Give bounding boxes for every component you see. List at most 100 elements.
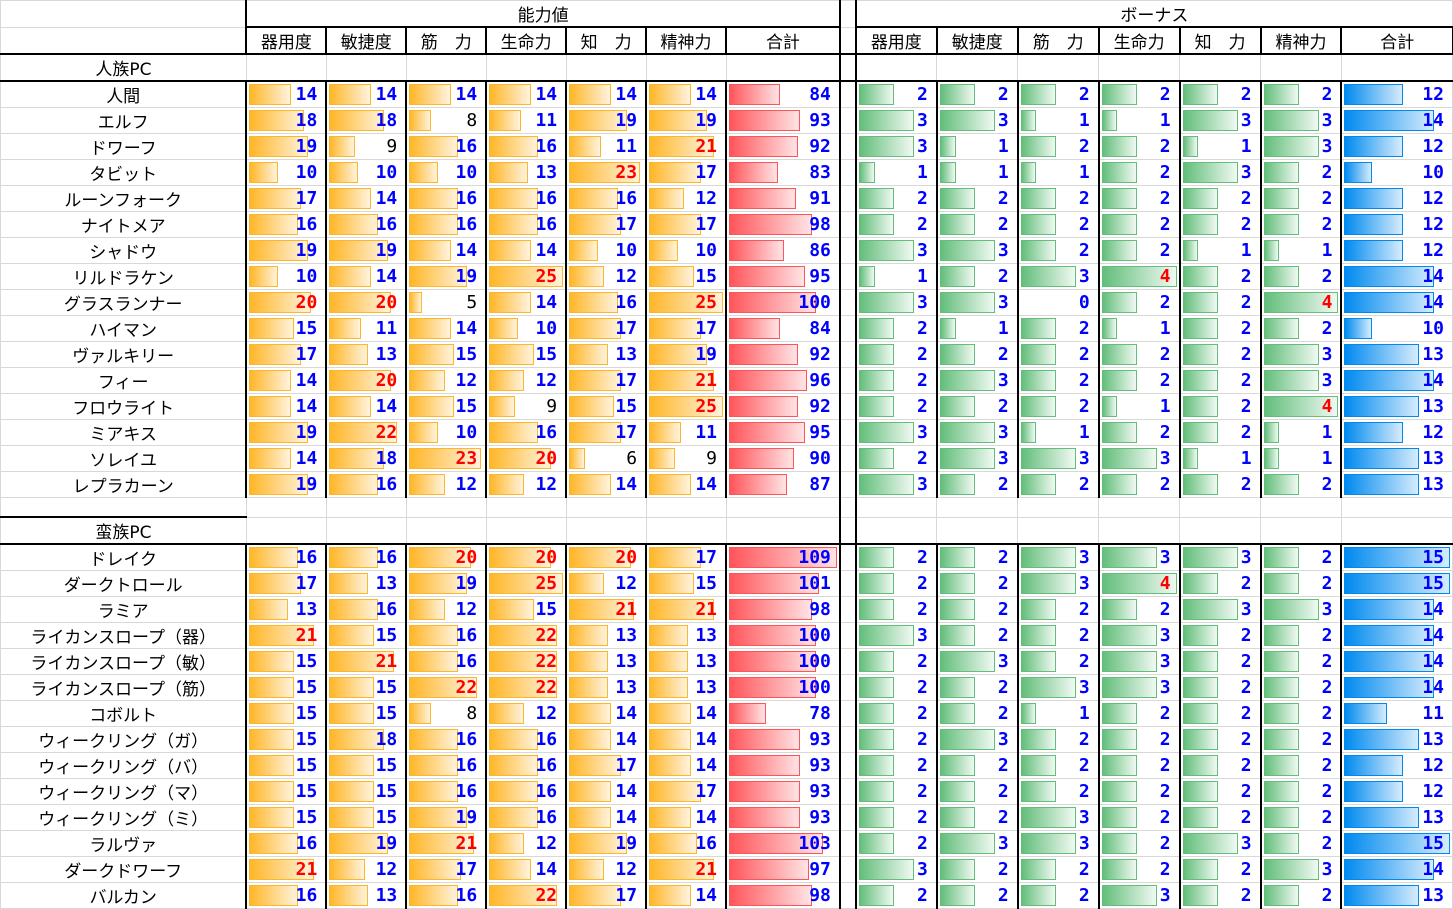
bo-cell[interactable]: 3 — [1097, 622, 1181, 649]
bo-cell[interactable]: 3 — [854, 237, 938, 264]
ab-cell[interactable]: 13 — [245, 596, 327, 623]
ab-cell[interactable]: 15 — [245, 804, 327, 831]
empty-cell[interactable] — [245, 516, 327, 545]
bo-cell[interactable]: 3 — [1259, 341, 1342, 368]
bo-cell[interactable]: 3 — [1097, 445, 1181, 472]
bo-cell[interactable]: 2 — [935, 471, 1019, 498]
ab-cell[interactable]: 13 — [565, 622, 647, 649]
ab-cell[interactable]: 19 — [565, 830, 647, 857]
race-name[interactable]: ダークドワーフ — [0, 856, 247, 883]
ab-cell[interactable]: 22 — [485, 622, 567, 649]
empty-cell[interactable] — [1017, 53, 1100, 82]
ab-cell[interactable]: 19 — [325, 237, 407, 264]
ab-cell[interactable]: 25 — [645, 289, 727, 316]
ab-cell[interactable]: 10 — [245, 159, 327, 186]
ab-cell[interactable]: 19 — [245, 471, 327, 498]
tot-cell[interactable]: 83 — [725, 159, 841, 186]
ab-cell[interactable]: 8 — [405, 107, 487, 134]
bt-cell[interactable]: 14 — [1340, 856, 1453, 883]
ab-cell[interactable]: 16 — [405, 648, 487, 675]
bo-cell[interactable]: 3 — [1016, 804, 1100, 831]
ab-cell[interactable]: 15 — [245, 778, 327, 805]
bo-cell[interactable]: 1 — [1097, 107, 1181, 134]
bo-cell[interactable]: 2 — [1016, 211, 1100, 238]
bt-cell[interactable]: 13 — [1340, 445, 1453, 472]
bt-cell[interactable]: 13 — [1340, 471, 1453, 498]
bo-cell[interactable]: 2 — [1259, 471, 1342, 498]
bo-cell[interactable]: 1 — [935, 159, 1019, 186]
tot-cell[interactable]: 100 — [725, 674, 841, 701]
ab-cell[interactable]: 14 — [565, 726, 647, 753]
race-name[interactable]: リルドラケン — [0, 263, 247, 290]
bo-cell[interactable]: 2 — [854, 315, 938, 342]
ab-cell[interactable]: 12 — [405, 596, 487, 623]
bo-cell[interactable]: 2 — [1016, 622, 1100, 649]
bt-cell[interactable]: 15 — [1340, 570, 1453, 597]
ab-cell[interactable]: 15 — [565, 393, 647, 420]
bo-cell[interactable]: 2 — [935, 778, 1019, 805]
bo-cell[interactable]: 3 — [935, 726, 1019, 753]
empty-cell[interactable] — [325, 516, 407, 545]
bt-cell[interactable]: 12 — [1340, 185, 1453, 212]
bo-cell[interactable]: 2 — [1178, 778, 1262, 805]
ab-cell[interactable]: 16 — [245, 211, 327, 238]
ab-cell[interactable]: 17 — [405, 856, 487, 883]
ab-cell[interactable]: 14 — [645, 804, 727, 831]
tot-cell[interactable]: 96 — [725, 367, 841, 394]
bo-cell[interactable]: 3 — [1016, 830, 1100, 857]
ab-cell[interactable]: 15 — [405, 393, 487, 420]
tot-cell[interactable]: 78 — [725, 700, 841, 727]
tot-cell[interactable]: 93 — [725, 752, 841, 779]
ab-cell[interactable]: 16 — [485, 133, 567, 160]
bo-cell[interactable]: 2 — [854, 778, 938, 805]
ability-vit-header[interactable]: 生命力 — [485, 26, 567, 55]
bo-cell[interactable]: 2 — [854, 445, 938, 472]
ab-cell[interactable]: 12 — [485, 830, 567, 857]
bt-cell[interactable]: 12 — [1340, 237, 1453, 264]
ab-cell[interactable]: 17 — [565, 211, 647, 238]
bo-cell[interactable]: 2 — [854, 80, 938, 108]
bo-cell[interactable]: 3 — [1016, 570, 1100, 597]
bo-cell[interactable]: 1 — [935, 133, 1019, 160]
ab-cell[interactable]: 20 — [325, 367, 407, 394]
tot-cell[interactable]: 86 — [725, 237, 841, 264]
bo-cell[interactable]: 2 — [1259, 622, 1342, 649]
empty-cell[interactable] — [725, 53, 841, 82]
empty-cell[interactable] — [485, 53, 567, 82]
ab-cell[interactable]: 9 — [325, 133, 407, 160]
bo-cell[interactable]: 1 — [1259, 419, 1342, 446]
bo-cell[interactable]: 2 — [935, 80, 1019, 108]
empty-cell[interactable] — [1098, 53, 1181, 82]
bo-cell[interactable]: 1 — [935, 315, 1019, 342]
bt-cell[interactable]: 14 — [1340, 648, 1453, 675]
ab-cell[interactable]: 14 — [565, 778, 647, 805]
ab-cell[interactable]: 13 — [325, 570, 407, 597]
ab-cell[interactable]: 10 — [405, 159, 487, 186]
race-name[interactable]: ウィークリング（バ） — [0, 752, 247, 779]
ab-cell[interactable]: 17 — [645, 778, 727, 805]
bo-cell[interactable]: 2 — [1178, 419, 1262, 446]
ab-cell[interactable]: 16 — [245, 882, 327, 909]
bo-cell[interactable]: 2 — [1016, 778, 1100, 805]
race-name[interactable]: エルフ — [0, 107, 247, 134]
bo-cell[interactable]: 3 — [935, 445, 1019, 472]
ab-cell[interactable]: 17 — [645, 159, 727, 186]
tot-cell[interactable]: 84 — [725, 80, 841, 108]
bo-cell[interactable]: 2 — [1259, 159, 1342, 186]
bo-cell[interactable]: 2 — [1097, 159, 1181, 186]
ab-cell[interactable]: 21 — [645, 367, 727, 394]
race-name[interactable]: ソレイユ — [0, 445, 247, 472]
bt-cell[interactable]: 13 — [1340, 804, 1453, 831]
bo-cell[interactable]: 2 — [854, 341, 938, 368]
empty-cell[interactable] — [1340, 516, 1453, 545]
bo-cell[interactable]: 2 — [1178, 622, 1262, 649]
empty-cell[interactable] — [1340, 53, 1453, 82]
empty-cell[interactable] — [936, 53, 1019, 82]
ab-cell[interactable]: 19 — [245, 237, 327, 264]
bo-cell[interactable]: 2 — [1178, 315, 1262, 342]
bo-cell[interactable]: 3 — [1178, 596, 1262, 623]
ab-cell[interactable]: 25 — [645, 393, 727, 420]
ab-cell[interactable]: 21 — [645, 133, 727, 160]
ab-cell[interactable]: 9 — [485, 393, 567, 420]
bo-cell[interactable]: 4 — [1097, 263, 1181, 290]
